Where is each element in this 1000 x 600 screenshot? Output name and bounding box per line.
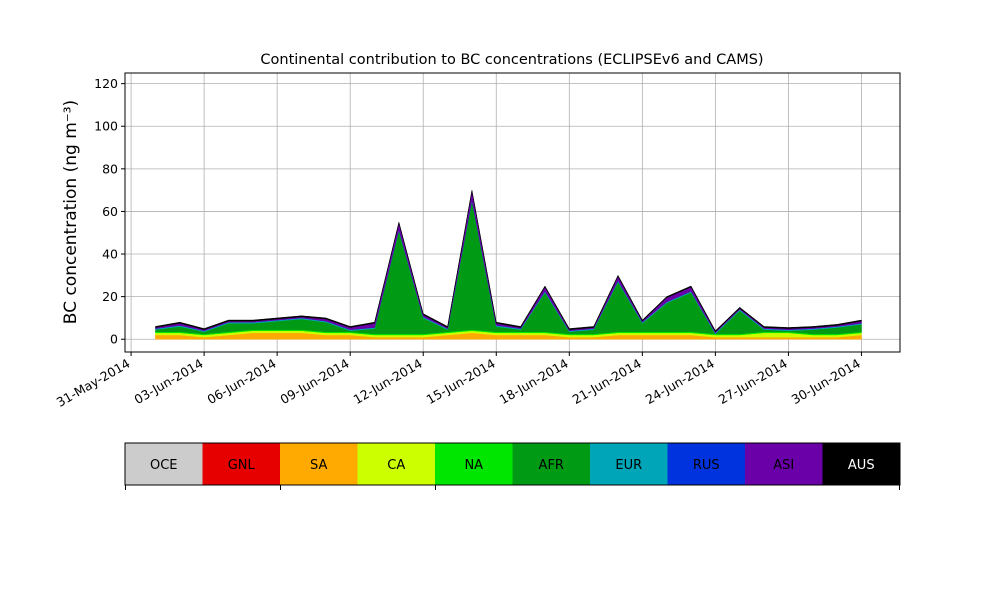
- legend-label: NA: [464, 458, 483, 473]
- area: [155, 199, 862, 334]
- x-tick-label: 21-Jun-2014: [570, 356, 644, 407]
- area: [155, 200, 862, 335]
- legend-label: OCE: [150, 458, 178, 473]
- x-tick-label: 30-Jun-2014: [789, 356, 863, 407]
- colorbar-ticks: [125, 485, 900, 490]
- x-tick-label: 18-Jun-2014: [497, 356, 571, 407]
- legend-label: ASI: [773, 458, 794, 473]
- x-tick-label: 09-Jun-2014: [278, 356, 352, 407]
- y-axis-label: BC concentration (ng m⁻³): [61, 100, 81, 324]
- y-tick-label: 60: [102, 204, 118, 219]
- chart-title: Continental contribution to BC concentra…: [260, 52, 763, 68]
- area: [155, 199, 862, 335]
- y-tick-label: 120: [94, 76, 118, 91]
- legend-swatch: [590, 443, 668, 485]
- legend-swatch: [202, 443, 280, 485]
- x-tick-label: 06-Jun-2014: [205, 356, 279, 407]
- plot-frame: [124, 72, 901, 353]
- legend-label: CA: [387, 458, 405, 473]
- legend-swatch: [667, 443, 745, 485]
- y-tick-label: 40: [102, 247, 118, 262]
- legend-swatch: [357, 443, 435, 485]
- x-tick-label: 03-Jun-2014: [131, 356, 205, 407]
- x-tick-label: 24-Jun-2014: [643, 356, 717, 407]
- legend-label: GNL: [228, 458, 256, 473]
- legend-label: AUS: [848, 458, 875, 473]
- legend-swatch: [512, 443, 590, 485]
- area: [155, 191, 862, 334]
- legend-swatch: [280, 443, 358, 485]
- legend-frame: [124, 442, 901, 486]
- legend-label: AFR: [539, 458, 564, 473]
- legend-label: EUR: [615, 458, 642, 473]
- legend-label: RUS: [693, 458, 720, 473]
- area: [155, 190, 862, 333]
- x-tick-label: 31-May-2014: [54, 356, 133, 410]
- legend-swatch: [125, 443, 203, 485]
- legend-swatch: [435, 443, 513, 485]
- legend-swatch: [745, 443, 823, 485]
- x-tick-label: 12-Jun-2014: [351, 356, 425, 407]
- y-tick-label: 20: [102, 289, 118, 304]
- legend-label: SA: [310, 458, 327, 473]
- legend-swatch: [822, 443, 900, 485]
- x-tick-label: 27-Jun-2014: [716, 356, 790, 407]
- y-tick-label: 80: [102, 161, 118, 176]
- y-tick-label: 0: [110, 332, 118, 347]
- y-tick-label: 100: [94, 119, 118, 134]
- x-tick-label: 15-Jun-2014: [424, 356, 498, 407]
